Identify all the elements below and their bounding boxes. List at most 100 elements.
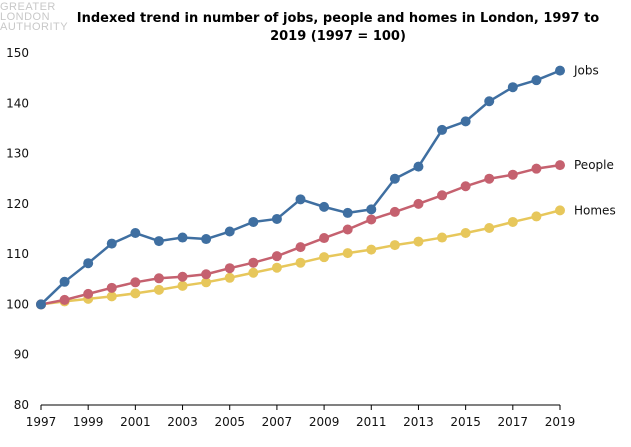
data-point-homes bbox=[153, 284, 164, 295]
data-point-jobs bbox=[130, 228, 141, 239]
data-point-homes bbox=[389, 240, 400, 251]
data-point-homes bbox=[295, 257, 306, 268]
data-point-jobs bbox=[507, 82, 518, 93]
series-label-people: People bbox=[574, 158, 614, 172]
x-tick-label: 2019 bbox=[545, 415, 576, 429]
data-point-homes bbox=[130, 288, 141, 299]
y-tick-label: 110 bbox=[6, 247, 29, 261]
data-point-jobs bbox=[295, 194, 306, 205]
data-point-homes bbox=[224, 272, 235, 283]
data-point-homes bbox=[201, 277, 212, 288]
data-point-people bbox=[83, 288, 94, 299]
x-tick-label: 2013 bbox=[403, 415, 434, 429]
data-point-homes bbox=[342, 248, 353, 259]
y-tick-label: 150 bbox=[6, 46, 29, 60]
data-point-people bbox=[366, 214, 377, 225]
y-tick-label: 90 bbox=[14, 348, 29, 362]
data-point-people bbox=[531, 163, 542, 174]
data-point-people bbox=[248, 257, 259, 268]
series-layer: Homes People Jobs bbox=[36, 64, 616, 310]
x-tick-label: 2001 bbox=[120, 415, 151, 429]
data-point-jobs bbox=[555, 65, 565, 76]
y-tick-label: 80 bbox=[14, 398, 29, 412]
data-point-jobs bbox=[389, 173, 400, 184]
data-point-homes bbox=[460, 228, 471, 239]
data-point-jobs bbox=[437, 124, 448, 135]
series-label-jobs: Jobs bbox=[573, 64, 599, 78]
data-point-jobs bbox=[153, 236, 164, 247]
logo-line-3: AUTHORITY bbox=[0, 21, 69, 33]
data-point-people bbox=[484, 173, 495, 184]
y-tick-label: 130 bbox=[6, 147, 29, 161]
data-point-people bbox=[319, 233, 330, 244]
x-tick-label: 2007 bbox=[262, 415, 293, 429]
x-tick-label: 1997 bbox=[26, 415, 57, 429]
data-point-jobs bbox=[366, 204, 377, 215]
series-line-jobs bbox=[40, 69, 561, 306]
data-point-jobs bbox=[531, 75, 542, 86]
data-point-homes bbox=[319, 252, 330, 263]
series-homes: Homes bbox=[36, 203, 616, 310]
data-point-people bbox=[201, 269, 212, 280]
data-point-homes bbox=[437, 232, 448, 243]
data-point-homes bbox=[484, 222, 495, 233]
data-point-jobs bbox=[484, 96, 495, 107]
data-point-jobs bbox=[460, 116, 471, 127]
data-point-jobs bbox=[319, 201, 330, 212]
data-point-homes bbox=[555, 205, 565, 216]
data-point-people bbox=[389, 206, 400, 217]
data-point-jobs bbox=[201, 234, 212, 245]
logo-line-1: GREATER bbox=[0, 1, 56, 13]
chart-title: Indexed trend in number of jobs, people … bbox=[76, 11, 600, 44]
data-point-jobs bbox=[177, 232, 188, 243]
data-point-jobs bbox=[413, 161, 424, 172]
data-point-people bbox=[413, 198, 424, 209]
data-point-jobs bbox=[106, 238, 117, 249]
data-point-homes bbox=[366, 244, 377, 255]
data-point-people bbox=[106, 282, 117, 293]
series-line-homes bbox=[40, 209, 561, 306]
data-point-people bbox=[342, 224, 353, 235]
data-point-people bbox=[177, 271, 188, 282]
x-tick-label: 2009 bbox=[309, 415, 340, 429]
data-point-jobs bbox=[36, 299, 46, 310]
logo-line-2: LONDON bbox=[0, 11, 51, 23]
data-point-homes bbox=[531, 211, 542, 222]
data-point-jobs bbox=[271, 213, 282, 224]
data-point-people bbox=[224, 263, 235, 274]
data-point-jobs bbox=[224, 226, 235, 237]
data-point-people bbox=[153, 273, 164, 284]
data-point-people bbox=[555, 160, 565, 171]
data-point-people bbox=[460, 181, 471, 192]
series-label-homes: Homes bbox=[574, 203, 616, 217]
data-point-people bbox=[295, 242, 306, 253]
series-people: People bbox=[36, 158, 614, 310]
data-point-people bbox=[437, 190, 448, 201]
data-point-homes bbox=[106, 291, 117, 302]
gla-logo: GREATER LONDON AUTHORITY bbox=[0, 1, 70, 33]
data-point-homes bbox=[507, 216, 518, 227]
data-point-jobs bbox=[248, 216, 259, 227]
series-line-people bbox=[40, 163, 561, 306]
data-point-people bbox=[130, 277, 141, 288]
data-point-homes bbox=[413, 236, 424, 247]
x-tick-label: 2017 bbox=[498, 415, 529, 429]
x-tick-label: 2011 bbox=[356, 415, 387, 429]
y-tick-label: 120 bbox=[6, 197, 29, 211]
data-point-homes bbox=[271, 262, 282, 273]
series-jobs: Jobs bbox=[36, 64, 599, 310]
data-point-jobs bbox=[59, 276, 70, 287]
x-tick-label: 2005 bbox=[214, 415, 245, 429]
y-tick-label: 140 bbox=[6, 96, 29, 110]
x-tick-label: 1999 bbox=[73, 415, 104, 429]
data-point-homes bbox=[177, 280, 188, 291]
data-point-homes bbox=[248, 267, 259, 278]
data-point-jobs bbox=[83, 258, 94, 269]
x-tick-label: 2003 bbox=[167, 415, 198, 429]
chart-axes: 80 90 100 110 120 130 140 150 1997 1999 2001 2003 20… bbox=[6, 46, 575, 429]
data-point-people bbox=[59, 294, 70, 305]
x-tick-label: 2015 bbox=[450, 415, 481, 429]
y-tick-label: 100 bbox=[6, 297, 29, 311]
data-point-people bbox=[507, 169, 518, 180]
